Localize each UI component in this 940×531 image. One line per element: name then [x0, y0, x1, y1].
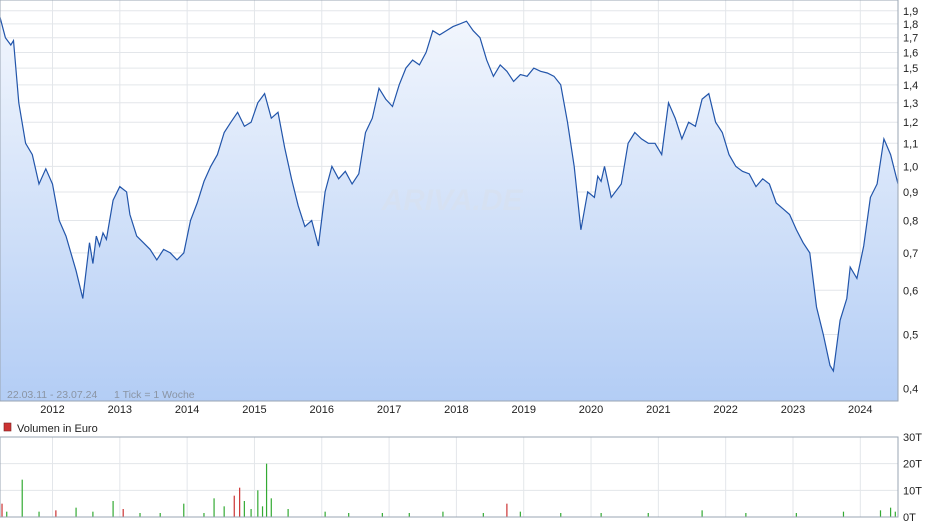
y-tick-label: 1,1	[903, 138, 918, 150]
price-frame	[0, 0, 899, 402]
y-tick-label: 0,7	[903, 248, 918, 260]
volume-grid	[0, 436, 898, 518]
volume-bar	[239, 487, 241, 517]
volume-bar	[75, 507, 77, 517]
volume-bar	[6, 511, 8, 517]
price-y-axis: 1,91,8 1,7 1,6 1,5 1,4 1,3 1,2 1,1 1,0 0,9 0,8 0,7 0…	[903, 6, 918, 396]
volume-bar	[348, 513, 350, 517]
volume-bar	[261, 506, 264, 517]
y-tick-label: 0,6	[903, 285, 918, 297]
y-tick-label: 1,7	[903, 33, 918, 45]
y-tick-label: 1,9	[903, 6, 918, 18]
volume-bar	[122, 509, 124, 517]
volume-bar	[408, 513, 410, 517]
tick-info-label: 1 Tick = 1 Woche	[114, 389, 195, 401]
date-range-label: 22.03.11 - 23.07.24	[7, 389, 97, 401]
volume-bar	[159, 513, 161, 517]
volume-bar	[482, 513, 484, 517]
volume-bar	[600, 513, 602, 517]
x-tick-label: 2012	[40, 404, 64, 416]
volume-bar	[324, 511, 326, 517]
x-tick-label: 2016	[310, 404, 334, 416]
volume-legend-label: Volumen in Euro	[17, 423, 98, 435]
y-tick-label: 1,8	[903, 19, 918, 31]
volume-bar	[112, 501, 114, 517]
volume-bar	[270, 498, 272, 517]
x-tick-label: 2019	[511, 404, 535, 416]
volume-bar	[701, 510, 703, 517]
x-tick-label: 2020	[579, 404, 603, 416]
volume-bars	[1, 463, 896, 517]
volume-bar	[183, 503, 185, 517]
volume-bar	[889, 507, 892, 517]
volume-bar	[560, 513, 562, 517]
volume-bar	[745, 513, 747, 517]
x-tick-label: 2014	[175, 404, 199, 416]
price-line	[0, 17, 899, 373]
volume-bar	[257, 490, 259, 517]
price-area-fill	[0, 17, 898, 401]
volume-tick-label: 20T	[903, 459, 922, 471]
x-tick-label: 2013	[108, 404, 132, 416]
y-tick-label: 1,5	[903, 63, 918, 75]
y-tick-label: 0,8	[903, 216, 918, 228]
x-tick-label: 2022	[713, 404, 737, 416]
x-tick-label: 2015	[242, 404, 266, 416]
y-tick-label: 1,2	[903, 117, 918, 129]
volume-bar	[795, 513, 797, 517]
volume-y-axis: 30T 20T 10T 0T	[903, 432, 922, 524]
volume-bar	[213, 498, 215, 517]
y-tick-label: 1,0	[903, 161, 918, 173]
volume-bar	[55, 510, 57, 517]
volume-bar	[506, 503, 508, 517]
volume-tick-label: 10T	[903, 485, 922, 497]
volume-bar	[92, 511, 94, 517]
x-tick-label: 2023	[781, 404, 805, 416]
volume-tick-label: 0T	[903, 512, 916, 524]
y-tick-label: 0,5	[903, 329, 918, 341]
volume-bar	[647, 513, 649, 517]
volume-frame	[0, 436, 899, 518]
volume-bar	[442, 511, 444, 517]
watermark: ARIVA.DE	[380, 184, 523, 217]
volume-bar	[842, 511, 845, 517]
x-tick-label: 2018	[444, 404, 468, 416]
volume-bar	[139, 513, 141, 517]
y-tick-label: 0,9	[903, 187, 918, 199]
x-tick-label: 2021	[646, 404, 670, 416]
y-tick-label: 1,4	[903, 80, 918, 92]
time-x-axis: 2012 2013 2014 2015 2016 2017 2018 2019 2020 2021…	[40, 404, 872, 416]
volume-bar	[21, 479, 23, 517]
volume-tick-label: 30T	[903, 432, 922, 444]
volume-bar	[879, 510, 882, 517]
volume-bar	[265, 463, 268, 517]
volume-legend-swatch	[3, 422, 12, 432]
volume-bar	[203, 513, 205, 517]
y-tick-label: 0,4	[903, 384, 918, 396]
volume-bar	[233, 495, 235, 517]
volume-bar	[243, 501, 245, 517]
x-tick-label: 2017	[377, 404, 401, 416]
volume-bar	[38, 511, 40, 517]
volume-bar	[519, 511, 521, 517]
y-tick-label: 1,6	[903, 47, 918, 59]
volume-bar	[1, 503, 3, 517]
volume-bar	[250, 509, 252, 517]
volume-bar	[894, 511, 896, 517]
volume-bar	[223, 506, 225, 517]
volume-bar	[381, 513, 383, 517]
x-tick-label: 2024	[848, 404, 872, 416]
volume-bar	[287, 509, 289, 517]
y-tick-label: 1,3	[903, 98, 918, 110]
